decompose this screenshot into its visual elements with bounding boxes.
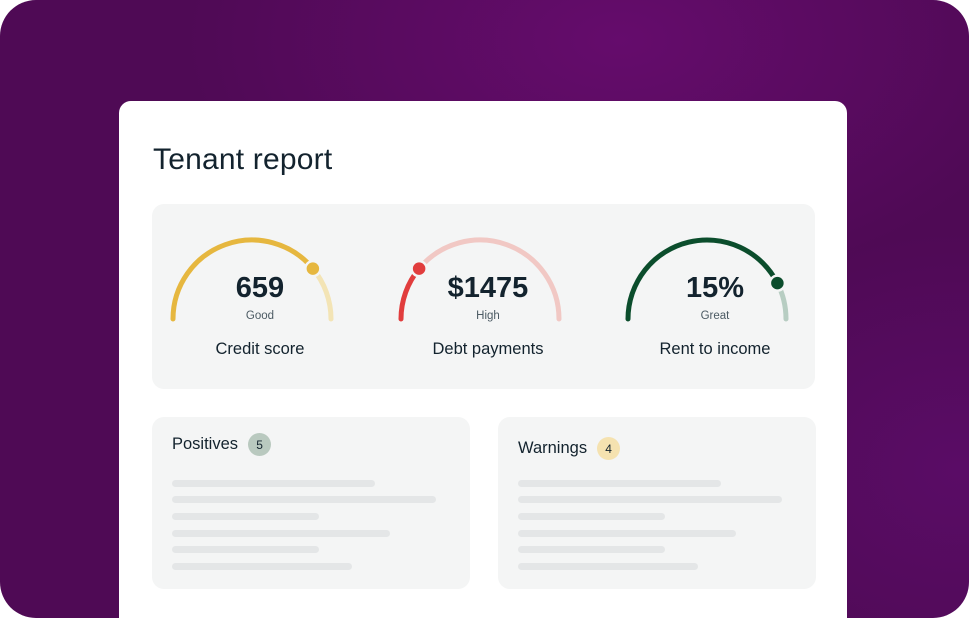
placeholder-line (172, 513, 319, 520)
credit-score-dial-fill (170, 237, 316, 322)
credit-score-rating: Good (245, 310, 275, 322)
placeholder-line (518, 563, 698, 570)
positives-panel: Positives 5 (152, 417, 470, 589)
warnings-title: Warnings (518, 439, 588, 457)
warnings-count-badge: 4 (597, 437, 621, 460)
placeholder-line (172, 496, 436, 503)
credit-score-dial (170, 237, 334, 322)
placeholder-line (518, 530, 736, 537)
rent-to-income-gauge: 15% Great Rent to income (625, 204, 805, 389)
rent-to-income-dial-marker (768, 274, 787, 292)
debt-payments-gauge: $1475 High Debt payments (398, 204, 578, 389)
rent-to-income-dial-fill (625, 237, 780, 322)
rent-to-income-dial (625, 237, 789, 322)
warnings-panel: Warnings 4 (498, 417, 816, 589)
debt-payments-dial-track (416, 237, 562, 322)
positives-title: Positives (172, 435, 239, 453)
placeholder-line (172, 546, 319, 553)
credit-score-gauge: 659 Good Credit score (170, 204, 350, 389)
rent-to-income-label: Rent to income (659, 340, 771, 358)
placeholder-line (172, 563, 352, 570)
tenant-report-card: Tenant report 659 Good Credit score $1 (119, 101, 847, 618)
debt-payments-dial-marker (410, 259, 428, 278)
positives-count-badge: 5 (248, 433, 272, 456)
placeholder-line (172, 480, 375, 487)
gauge-summary-panel: 659 Good Credit score $1475 High Debt pa… (152, 204, 815, 389)
rent-to-income-rating: Great (700, 310, 730, 322)
credit-score-label: Credit score (215, 340, 305, 358)
debt-payments-rating: High (476, 310, 500, 322)
placeholder-line (518, 513, 665, 520)
placeholder-line (518, 496, 782, 503)
rent-to-income-value: 15% (685, 272, 745, 304)
debt-payments-dial (398, 237, 562, 322)
placeholder-line (518, 480, 721, 487)
credit-score-value: 659 (235, 272, 285, 304)
placeholder-line (172, 530, 390, 537)
debt-payments-value: $1475 (447, 272, 529, 304)
debt-payments-label: Debt payments (432, 340, 544, 358)
warnings-header: Warnings 4 (518, 437, 621, 460)
page-title: Tenant report (153, 143, 333, 176)
positives-header: Positives 5 (172, 433, 272, 456)
placeholder-line (518, 546, 665, 553)
credit-score-dial-marker (304, 259, 322, 278)
